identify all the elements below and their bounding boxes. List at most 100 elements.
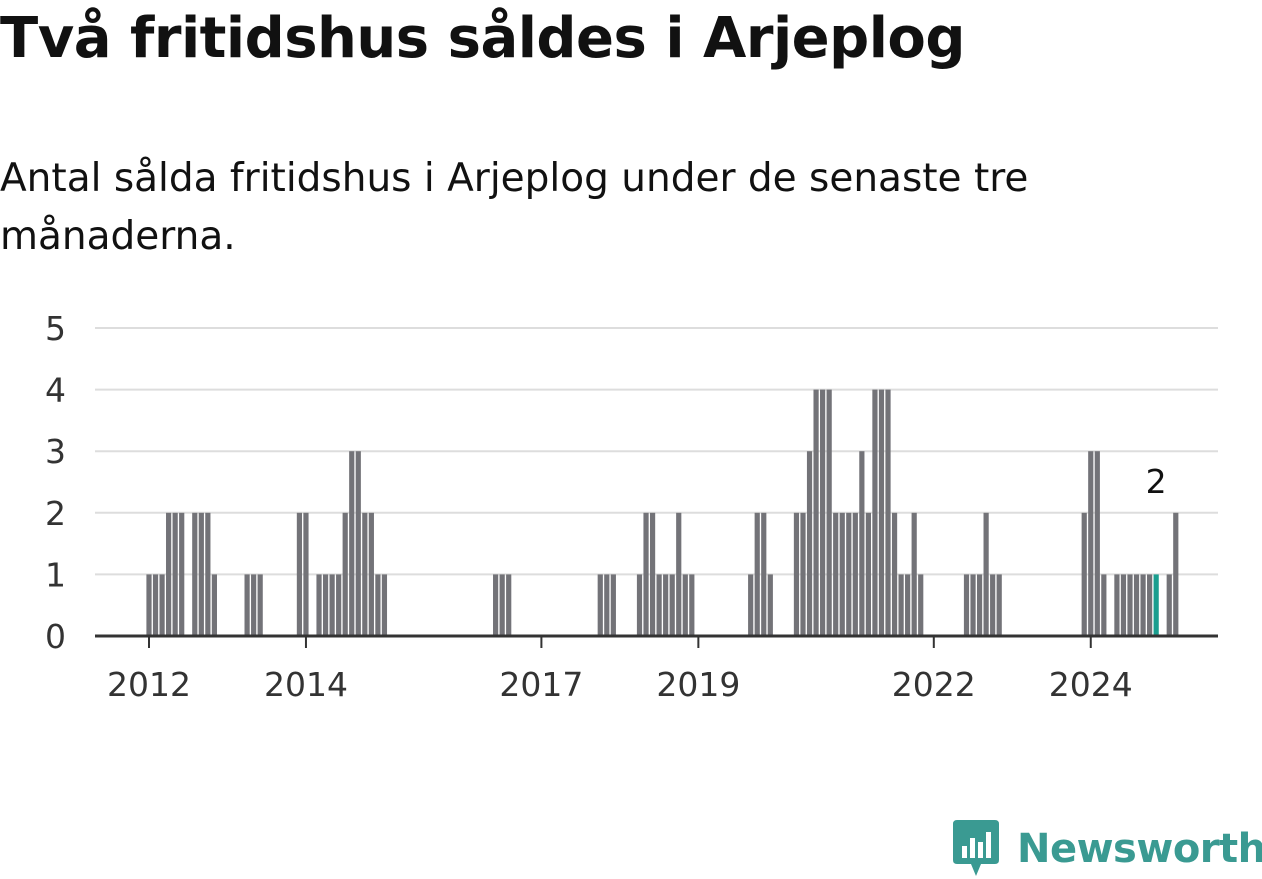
bar <box>996 574 1002 636</box>
bar <box>1088 451 1094 636</box>
bar <box>499 574 505 636</box>
bar <box>898 574 904 636</box>
bar <box>336 574 342 636</box>
bar <box>342 512 348 636</box>
bar <box>885 389 891 636</box>
bar <box>878 389 885 636</box>
bar <box>362 512 368 636</box>
bar <box>192 512 198 636</box>
bar <box>820 389 826 636</box>
bar <box>636 574 643 636</box>
bar <box>205 512 211 636</box>
bar <box>663 574 669 636</box>
bar <box>597 574 603 636</box>
bar <box>767 574 773 636</box>
bar <box>846 512 852 636</box>
bar <box>211 574 217 636</box>
bar <box>793 512 800 636</box>
bar <box>166 512 172 636</box>
bar <box>172 512 178 636</box>
bar <box>669 574 675 636</box>
x-tick-label: 2014 <box>264 665 348 704</box>
bar <box>806 451 813 636</box>
x-tick-label: 2019 <box>656 665 740 704</box>
bar <box>1147 574 1153 636</box>
page-title: Två fritidshus såldes i Arjeplog <box>0 6 965 71</box>
bar <box>865 512 871 636</box>
bar <box>296 512 303 636</box>
x-tick-label: 2024 <box>1049 665 1133 704</box>
highlight-data-label: 2 <box>1146 462 1167 501</box>
bar <box>329 574 335 636</box>
x-tick-label: 2012 <box>107 665 191 704</box>
bar <box>322 574 329 636</box>
y-tick-label: 4 <box>45 371 66 410</box>
bar <box>905 574 911 636</box>
bar <box>911 512 917 636</box>
bar <box>800 512 806 636</box>
bar <box>970 574 976 636</box>
bar <box>682 574 688 636</box>
bar <box>316 574 322 636</box>
bar <box>604 574 610 636</box>
bar <box>355 451 361 636</box>
bar <box>179 512 185 636</box>
bar <box>146 574 152 636</box>
bar <box>610 574 616 636</box>
page-subtitle: Antal sålda fritidshus i Arjeplog under … <box>0 156 1029 259</box>
bar <box>1133 574 1140 636</box>
bar <box>1173 512 1179 636</box>
bar <box>159 574 165 636</box>
bar <box>826 389 832 636</box>
bar <box>1120 574 1127 636</box>
bar <box>852 512 858 636</box>
x-tick-label: 2017 <box>499 665 583 704</box>
bar <box>493 574 499 636</box>
bar <box>1114 574 1120 636</box>
bar <box>349 451 355 636</box>
bar <box>1166 574 1172 636</box>
bar <box>303 512 309 636</box>
bar <box>1127 574 1133 636</box>
bar <box>748 574 754 636</box>
bar <box>152 574 159 636</box>
bar <box>643 512 649 636</box>
bar <box>506 574 512 636</box>
bar <box>761 512 767 636</box>
x-tick-label: 2022 <box>892 665 976 704</box>
highlight-bar <box>1153 574 1159 636</box>
bar <box>1140 574 1146 636</box>
bar <box>656 574 662 636</box>
bar <box>257 574 263 636</box>
bar <box>649 512 656 636</box>
bar <box>1101 574 1107 636</box>
bar <box>198 512 204 636</box>
brand-name: Newsworthy <box>1017 826 1262 872</box>
y-tick-label: 2 <box>45 494 66 533</box>
bar <box>1081 512 1087 636</box>
bar <box>689 574 695 636</box>
bar <box>251 574 257 636</box>
bar <box>381 574 388 636</box>
bar <box>891 512 898 636</box>
bar <box>833 512 839 636</box>
bar <box>859 451 865 636</box>
bar <box>754 512 760 636</box>
bar <box>1094 451 1100 636</box>
bar <box>976 574 983 636</box>
bar <box>839 512 845 636</box>
bar <box>676 512 682 636</box>
y-tick-label: 5 <box>45 309 66 348</box>
newsworthy-logo: Newsworthy <box>951 820 1262 878</box>
y-tick-label: 0 <box>45 617 66 656</box>
bar <box>983 512 989 636</box>
bar <box>368 512 374 636</box>
bar <box>813 389 819 636</box>
bar <box>375 574 381 636</box>
y-tick-label: 1 <box>45 555 66 594</box>
bar <box>963 574 970 636</box>
y-tick-label: 3 <box>45 432 66 471</box>
bar <box>990 574 996 636</box>
bar <box>872 389 878 636</box>
